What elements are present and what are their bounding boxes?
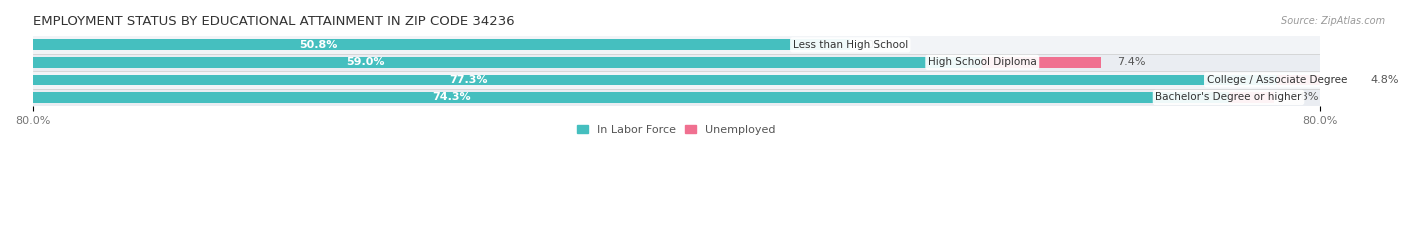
Bar xyxy=(32,36,1320,54)
Text: Less than High School: Less than High School xyxy=(793,40,908,50)
Bar xyxy=(1277,75,1354,85)
Text: 59.0%: 59.0% xyxy=(346,57,384,67)
Bar xyxy=(1229,92,1274,103)
Text: 2.8%: 2.8% xyxy=(1289,93,1319,103)
Text: 50.8%: 50.8% xyxy=(299,40,337,50)
Text: 7.4%: 7.4% xyxy=(1118,57,1146,67)
Bar xyxy=(32,54,1320,71)
Text: 74.3%: 74.3% xyxy=(432,93,471,103)
Text: High School Diploma: High School Diploma xyxy=(928,57,1036,67)
Bar xyxy=(32,92,1229,103)
Bar xyxy=(32,57,983,68)
Text: College / Associate Degree: College / Associate Degree xyxy=(1206,75,1347,85)
Text: Bachelor's Degree or higher: Bachelor's Degree or higher xyxy=(1156,93,1302,103)
Bar xyxy=(983,57,1101,68)
Legend: In Labor Force, Unemployed: In Labor Force, Unemployed xyxy=(572,120,780,139)
Text: Source: ZipAtlas.com: Source: ZipAtlas.com xyxy=(1281,16,1385,26)
Bar xyxy=(32,75,1277,85)
Text: 0.0%: 0.0% xyxy=(866,40,894,50)
Bar xyxy=(32,39,851,50)
Bar xyxy=(32,89,1320,106)
Text: 4.8%: 4.8% xyxy=(1371,75,1399,85)
Text: 77.3%: 77.3% xyxy=(449,75,488,85)
Text: EMPLOYMENT STATUS BY EDUCATIONAL ATTAINMENT IN ZIP CODE 34236: EMPLOYMENT STATUS BY EDUCATIONAL ATTAINM… xyxy=(32,15,515,28)
Bar xyxy=(32,71,1320,89)
